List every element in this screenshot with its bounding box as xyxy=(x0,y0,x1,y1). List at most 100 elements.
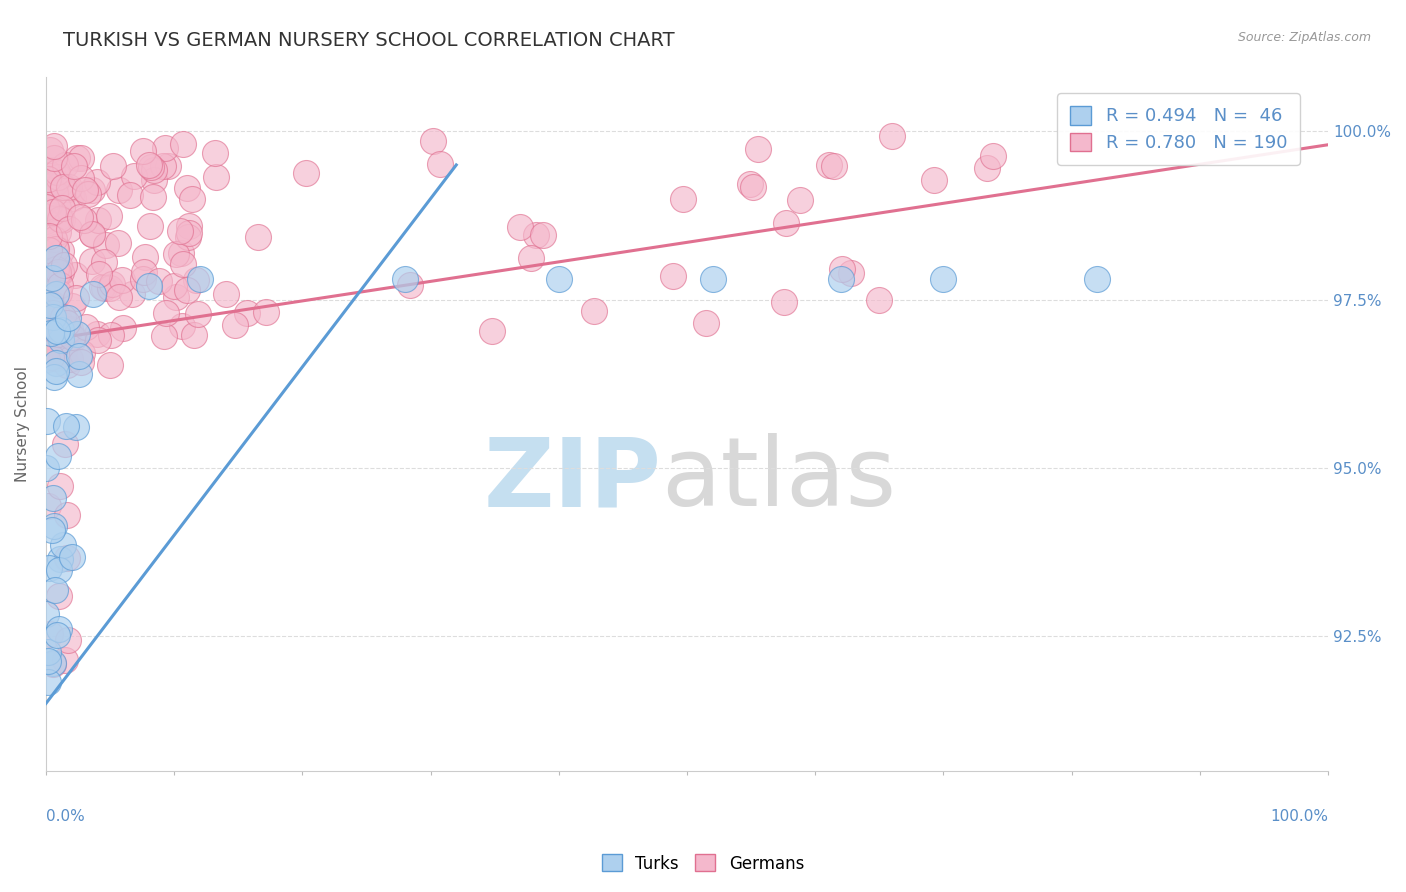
Point xyxy=(121,287,143,301)
Point xyxy=(132,271,155,285)
Point xyxy=(42,491,65,505)
Point xyxy=(46,450,69,464)
Point xyxy=(868,293,890,307)
Point xyxy=(49,244,72,258)
Point xyxy=(172,137,194,152)
Point xyxy=(107,235,129,250)
Point xyxy=(56,359,79,373)
Point xyxy=(90,279,112,293)
Point xyxy=(165,247,187,261)
Point xyxy=(67,367,90,381)
Point xyxy=(44,239,66,253)
Point xyxy=(70,151,93,165)
Point xyxy=(55,508,77,523)
Point xyxy=(170,318,193,333)
Point xyxy=(65,420,87,434)
Point xyxy=(38,298,60,312)
Point xyxy=(45,364,67,378)
Point xyxy=(44,176,66,190)
Point xyxy=(94,237,117,252)
Point xyxy=(672,192,695,206)
Point xyxy=(37,675,59,690)
Point xyxy=(662,268,685,283)
Point xyxy=(56,316,79,330)
Point xyxy=(44,232,66,246)
Point xyxy=(51,213,73,227)
Point xyxy=(62,191,84,205)
Point xyxy=(184,273,207,287)
Point xyxy=(742,179,765,194)
Point xyxy=(48,210,70,224)
Point xyxy=(399,278,422,293)
Point xyxy=(46,201,69,215)
Point xyxy=(46,260,69,275)
Point xyxy=(38,561,60,575)
Point xyxy=(156,159,179,173)
Point xyxy=(77,187,100,202)
Point xyxy=(52,538,75,552)
Point xyxy=(118,187,141,202)
Point xyxy=(35,414,58,428)
Point xyxy=(981,149,1004,163)
Point xyxy=(42,519,65,533)
Point xyxy=(82,286,104,301)
Point xyxy=(49,178,72,192)
Point xyxy=(163,279,186,293)
Point xyxy=(60,299,83,313)
Point xyxy=(152,160,174,174)
Point xyxy=(42,309,65,323)
Point xyxy=(56,551,79,566)
Point xyxy=(138,158,160,172)
Text: ZIP: ZIP xyxy=(484,433,661,526)
Point xyxy=(51,265,73,279)
Point xyxy=(524,228,547,243)
Point xyxy=(56,632,79,647)
Point xyxy=(922,173,945,187)
Point xyxy=(134,250,156,264)
Point xyxy=(53,258,76,272)
Point xyxy=(53,653,76,667)
Point xyxy=(48,479,70,493)
Point xyxy=(142,162,165,177)
Point xyxy=(66,326,89,341)
Point xyxy=(1085,272,1108,286)
Point xyxy=(49,212,72,227)
Point xyxy=(52,344,75,359)
Point xyxy=(42,657,65,671)
Point xyxy=(176,284,198,298)
Text: atlas: atlas xyxy=(661,433,897,526)
Point xyxy=(37,165,59,179)
Point xyxy=(59,352,82,367)
Point xyxy=(818,158,841,172)
Point xyxy=(44,370,66,384)
Point xyxy=(46,326,69,341)
Point xyxy=(695,316,717,330)
Point xyxy=(181,192,204,206)
Text: TURKISH VS GERMAN NURSERY SCHOOL CORRELATION CHART: TURKISH VS GERMAN NURSERY SCHOOL CORRELA… xyxy=(63,31,675,50)
Point xyxy=(45,324,67,338)
Point xyxy=(42,205,65,219)
Point xyxy=(48,589,70,603)
Point xyxy=(52,180,75,194)
Point xyxy=(58,180,80,194)
Point xyxy=(132,265,155,279)
Point xyxy=(254,305,277,319)
Point xyxy=(205,169,228,184)
Point xyxy=(215,286,238,301)
Point xyxy=(58,311,80,326)
Point xyxy=(429,157,451,171)
Point xyxy=(49,316,72,330)
Point xyxy=(165,290,187,304)
Legend: Turks, Germans: Turks, Germans xyxy=(595,847,811,880)
Point xyxy=(204,145,226,160)
Point xyxy=(46,169,69,184)
Point xyxy=(38,143,60,157)
Point xyxy=(56,323,79,337)
Point xyxy=(101,159,124,173)
Point xyxy=(48,563,70,577)
Point xyxy=(48,347,70,361)
Point xyxy=(37,323,59,337)
Point xyxy=(224,318,246,333)
Point xyxy=(394,272,416,286)
Point xyxy=(39,257,62,271)
